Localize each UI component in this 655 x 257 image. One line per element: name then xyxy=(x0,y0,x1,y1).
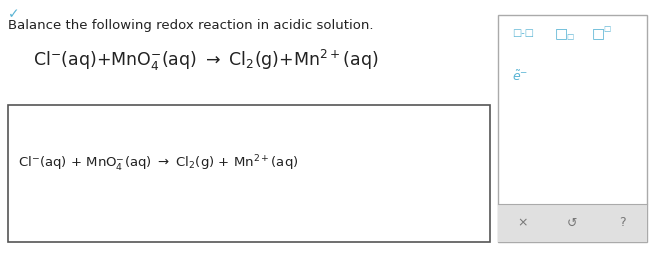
Text: Cl$^{\mathregular{-}}$(aq) + MnO$^{\mathregular{-}}_{\mathregular{4}}$(aq) $\rig: Cl$^{\mathregular{-}}$(aq) + MnO$^{\math… xyxy=(18,153,299,173)
Text: □: □ xyxy=(555,26,568,40)
Bar xyxy=(498,15,647,242)
Bar xyxy=(8,105,490,242)
Text: Balance the following redox reaction in acidic solution.: Balance the following redox reaction in … xyxy=(8,19,373,32)
Text: □: □ xyxy=(603,23,610,32)
Text: ↺: ↺ xyxy=(567,216,578,230)
Text: ?: ? xyxy=(619,216,626,230)
Text: Cl$^{\mathregular{-}}$(aq)+MnO$^{\mathregular{-}}_{\mathregular{4}}$(aq) $\mathr: Cl$^{\mathregular{-}}$(aq)+MnO$^{\mathre… xyxy=(33,48,379,72)
Text: □: □ xyxy=(566,32,573,41)
Bar xyxy=(498,204,647,242)
Text: ✓: ✓ xyxy=(8,7,20,21)
Text: □-□: □-□ xyxy=(512,28,534,38)
Text: $\mathit{\~{e}}^{-}$: $\mathit{\~{e}}^{-}$ xyxy=(512,70,528,84)
Text: ×: × xyxy=(517,216,528,230)
Text: □: □ xyxy=(592,26,605,40)
